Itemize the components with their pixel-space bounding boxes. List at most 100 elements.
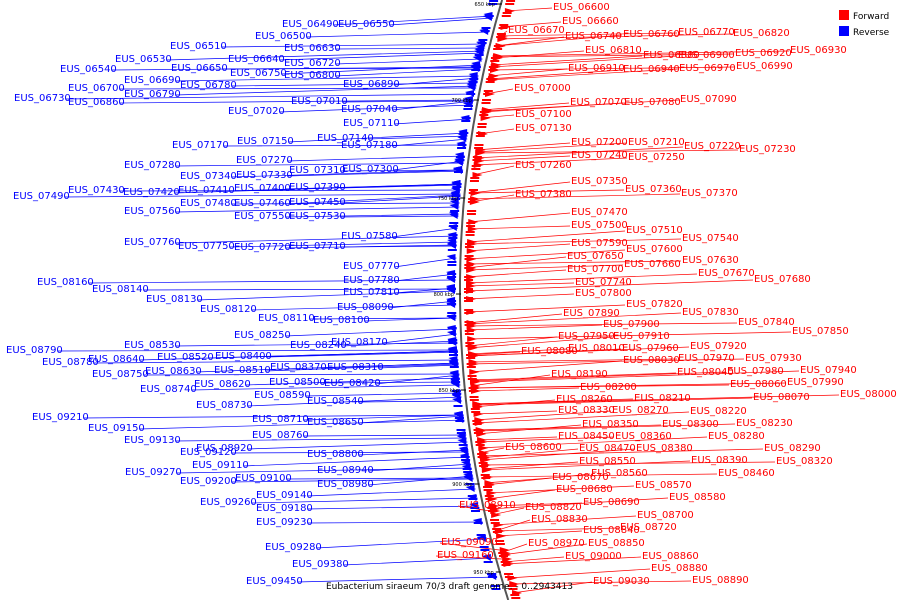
leader-line — [265, 363, 459, 372]
gene-label: EUS_08420 — [324, 378, 381, 389]
leader-line — [469, 360, 623, 373]
gene-block-reverse — [459, 132, 469, 134]
gene-label: EUS_06810 — [585, 45, 642, 56]
gene-arrow-forward — [469, 369, 480, 375]
gene-label: EUS_08760 — [252, 430, 309, 441]
gene-block-forward — [496, 36, 506, 38]
gene-label: EUS_09100 — [235, 473, 292, 484]
tick-label: 800 kbp — [434, 292, 454, 298]
gene-label: EUS_06540 — [60, 64, 117, 75]
gene-block-forward — [488, 510, 498, 512]
leader-line — [489, 497, 669, 510]
tick-label: 700 kbp — [451, 98, 471, 104]
leader-line — [119, 87, 477, 90]
gene-block-forward — [470, 408, 480, 410]
leader-line — [368, 475, 474, 486]
gene-block-forward — [472, 156, 482, 158]
gene-label: EUS_07000 — [514, 83, 571, 94]
gene-block-forward — [464, 267, 474, 269]
leader-line — [481, 460, 691, 471]
gene-label: EUS_07930 — [745, 353, 802, 364]
gene-label: EUS_07980 — [727, 366, 784, 377]
leader-line — [475, 142, 628, 153]
leader-line — [484, 477, 552, 484]
gene-block-reverse — [452, 186, 462, 188]
gene-block-forward — [499, 24, 509, 26]
gene-arrow-reverse — [453, 411, 463, 418]
gene-block-reverse — [451, 198, 461, 200]
gene-block-reverse — [453, 405, 463, 407]
gene-arrow-forward — [478, 445, 489, 451]
leader-line — [502, 556, 565, 563]
gene-block-forward — [466, 363, 476, 365]
leader-line — [307, 488, 476, 497]
gene-block-reverse — [449, 225, 459, 227]
leader-line — [266, 351, 458, 358]
gene-block-forward — [467, 378, 477, 380]
gene-label: EUS_09120 — [180, 447, 237, 458]
leader-line — [466, 324, 603, 331]
leader-line — [472, 399, 556, 408]
gene-block-forward — [464, 324, 474, 326]
gene-label: EUS_07800 — [575, 288, 632, 299]
leader-line — [474, 411, 690, 424]
leader-line — [335, 68, 481, 77]
leader-line — [507, 568, 651, 579]
leader-line — [475, 423, 736, 432]
gene-label: EUS_07220 — [684, 141, 741, 152]
gene-arrow-reverse — [472, 55, 482, 62]
gene-label: EUS_06990 — [736, 61, 793, 72]
gene-label: EUS_08000 — [840, 389, 897, 400]
gene-block-reverse — [469, 78, 479, 80]
gene-label: EUS_07850 — [792, 326, 849, 337]
gene-block-reverse — [463, 471, 473, 473]
leader-line — [378, 364, 459, 369]
leader-line — [389, 17, 493, 26]
leader-line — [287, 170, 463, 177]
gene-label: EUS_07450 — [289, 197, 346, 208]
tick-label: 950 kbp — [473, 570, 493, 576]
leader-line — [297, 576, 498, 583]
gene-label: EUS_08290 — [764, 443, 821, 454]
gene-block-reverse — [471, 510, 481, 512]
leader-line — [476, 424, 582, 435]
gene-block-reverse — [448, 234, 458, 236]
gene-label: EUS_07590 — [571, 238, 628, 249]
gene-label: EUS_08330 — [558, 405, 615, 416]
gene-label: EUS_08240 — [290, 340, 347, 351]
gene-block-reverse — [447, 288, 457, 290]
gene-block-reverse — [450, 210, 460, 212]
leader-line — [231, 202, 460, 205]
gene-block-forward — [477, 456, 487, 458]
gene-arrow-forward — [484, 480, 495, 486]
gene-features — [446, 0, 523, 599]
gene-label: EUS_08230 — [736, 418, 793, 429]
leader-line — [468, 212, 571, 223]
gene-block-reverse — [491, 588, 501, 590]
leader-line — [340, 195, 461, 204]
leader-line — [285, 194, 461, 205]
leader-line — [500, 21, 562, 28]
gene-block-reverse — [466, 93, 476, 95]
leader-line — [467, 230, 626, 243]
gene-label: EUS_06770 — [678, 27, 735, 38]
leader-line — [316, 538, 487, 549]
gene-block-reverse — [449, 222, 459, 224]
gene-block-forward — [496, 33, 506, 35]
gene-label: EUS_06530 — [115, 54, 172, 65]
gene-label: EUS_06760 — [623, 29, 680, 40]
leader-line — [472, 165, 515, 176]
gene-label: EUS_09200 — [180, 476, 237, 487]
gene-block-forward — [467, 375, 477, 377]
gene-block-forward — [486, 78, 496, 80]
gene-label: EUS_08360 — [615, 431, 672, 442]
gene-label: EUS_08320 — [776, 456, 833, 467]
gene-block-reverse — [457, 147, 467, 149]
gene-block-forward — [474, 147, 484, 149]
gene-label: EUS_08280 — [708, 431, 765, 442]
leader-line — [231, 169, 464, 178]
gene-label: EUS_06720 — [284, 58, 341, 69]
gene-block-forward — [464, 321, 474, 323]
gene-block-reverse — [455, 420, 465, 422]
